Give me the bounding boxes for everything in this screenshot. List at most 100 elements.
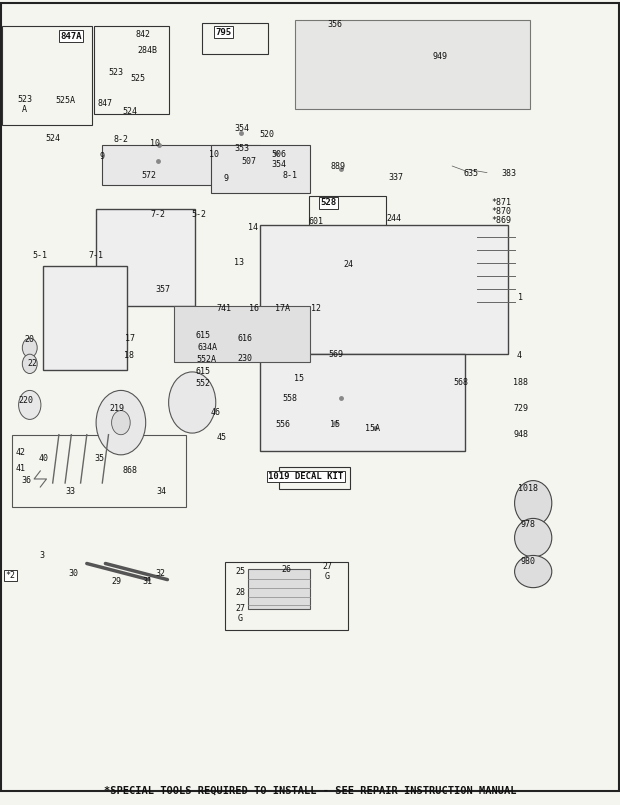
Text: 26: 26 (281, 565, 291, 575)
Polygon shape (174, 306, 310, 362)
Text: 1019 DECAL KIT: 1019 DECAL KIT (268, 472, 343, 481)
Text: 337: 337 (388, 172, 403, 182)
Text: 33: 33 (65, 486, 75, 496)
Text: 16: 16 (249, 303, 259, 313)
Text: 5-1: 5-1 (33, 251, 48, 261)
Text: 980: 980 (521, 556, 536, 566)
Text: 525A: 525A (55, 96, 75, 105)
Text: 524: 524 (123, 106, 138, 116)
Text: 4: 4 (517, 351, 522, 361)
Polygon shape (260, 354, 465, 451)
Text: 354: 354 (234, 124, 249, 134)
Text: 24: 24 (343, 259, 353, 269)
Circle shape (22, 338, 37, 357)
Polygon shape (102, 145, 260, 185)
Bar (309, 196, 386, 244)
Text: 18: 18 (124, 351, 134, 361)
Text: 7-2: 7-2 (151, 210, 166, 220)
Text: 8-2: 8-2 (113, 134, 128, 144)
Text: 20: 20 (25, 335, 35, 345)
Polygon shape (294, 20, 530, 109)
Text: 14: 14 (248, 222, 258, 232)
Text: *870: *870 (491, 207, 511, 217)
Bar (202, 23, 268, 54)
Text: 30: 30 (68, 568, 78, 578)
Text: www.PartsTree.com: www.PartsTree.com (249, 332, 371, 345)
Text: 219: 219 (109, 404, 124, 414)
Text: 31: 31 (142, 576, 152, 586)
Text: 558: 558 (282, 394, 297, 403)
Text: 524: 524 (45, 134, 60, 143)
Bar (94, 26, 169, 114)
Text: 1: 1 (518, 293, 523, 303)
Text: 506: 506 (272, 150, 286, 159)
Text: 847: 847 (98, 98, 113, 108)
Text: 847A: 847A (61, 31, 82, 41)
Text: 12: 12 (311, 303, 321, 313)
Ellipse shape (515, 555, 552, 588)
Text: 17A: 17A (275, 303, 290, 313)
Text: 244: 244 (386, 214, 401, 224)
Polygon shape (96, 209, 195, 306)
Text: 357: 357 (155, 285, 170, 295)
Text: 25: 25 (236, 567, 246, 576)
Text: 9: 9 (100, 152, 105, 162)
Ellipse shape (515, 481, 552, 526)
Text: 507: 507 (242, 156, 257, 166)
Text: 22: 22 (27, 359, 37, 369)
Circle shape (169, 372, 216, 433)
Circle shape (22, 354, 37, 374)
Text: 556: 556 (276, 419, 291, 429)
Text: 29: 29 (112, 576, 122, 586)
Text: 36: 36 (21, 476, 31, 485)
Bar (248, 569, 310, 609)
Polygon shape (211, 145, 310, 193)
Text: 616: 616 (237, 333, 252, 343)
Text: 634A: 634A (198, 343, 218, 353)
Text: 10: 10 (150, 138, 160, 148)
Circle shape (112, 411, 130, 435)
Text: 8-1: 8-1 (283, 171, 298, 180)
Text: 795: 795 (215, 27, 231, 37)
Text: 568: 568 (453, 378, 468, 387)
Circle shape (96, 390, 146, 455)
Text: 15: 15 (330, 419, 340, 429)
Text: 41: 41 (16, 464, 25, 473)
Text: 552A: 552A (197, 355, 216, 365)
Text: 34: 34 (156, 486, 166, 496)
Text: 601: 601 (309, 217, 324, 226)
Text: 741: 741 (217, 303, 232, 313)
Text: 842: 842 (135, 30, 150, 39)
Text: 949: 949 (433, 52, 448, 61)
Text: 27
G: 27 G (236, 604, 246, 623)
Polygon shape (43, 266, 127, 370)
Text: 615: 615 (196, 367, 211, 377)
Text: 868: 868 (123, 466, 138, 476)
Bar (225, 562, 348, 630)
Text: 7-1: 7-1 (89, 251, 104, 261)
Text: 353: 353 (234, 144, 249, 154)
Text: 889: 889 (330, 162, 345, 171)
Text: 42: 42 (16, 448, 25, 457)
Text: 40: 40 (38, 454, 48, 464)
Text: 32: 32 (155, 568, 165, 578)
Text: 3: 3 (40, 551, 45, 560)
Text: 569: 569 (329, 349, 343, 359)
Text: *SPECIAL TOOLS REQUIRED TO INSTALL - SEE REPAIR INSTRUCTION MANUAL: *SPECIAL TOOLS REQUIRED TO INSTALL - SEE… (104, 786, 516, 795)
Text: 15: 15 (294, 374, 304, 383)
Text: 1018: 1018 (518, 484, 538, 493)
Text: 45: 45 (217, 432, 227, 442)
Text: 10: 10 (209, 150, 219, 159)
Text: 523
A: 523 A (17, 95, 32, 114)
Text: 5-2: 5-2 (191, 210, 206, 220)
Text: *871: *871 (491, 198, 511, 208)
Text: 46: 46 (211, 408, 221, 418)
Circle shape (19, 390, 41, 419)
Text: 284B: 284B (137, 46, 157, 56)
Text: 635: 635 (464, 168, 479, 178)
Text: 230: 230 (237, 353, 252, 363)
Text: 615: 615 (196, 331, 211, 341)
Polygon shape (260, 225, 508, 354)
Text: *869: *869 (491, 216, 511, 225)
Text: 9: 9 (224, 174, 229, 184)
